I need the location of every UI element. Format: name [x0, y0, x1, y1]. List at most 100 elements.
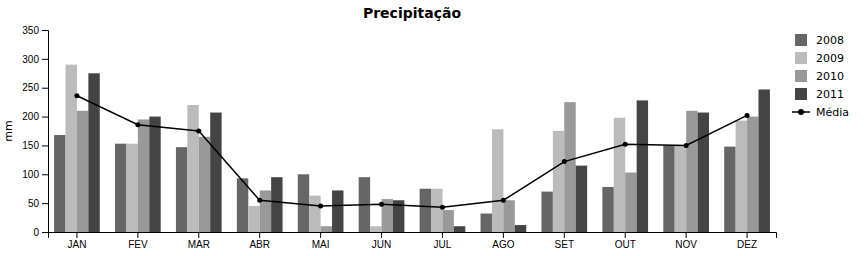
tick-label: FEV [128, 239, 148, 250]
tick-label: 100 [22, 169, 39, 180]
tick-label: 50 [28, 198, 40, 209]
tick: MAI [312, 232, 330, 250]
bar [332, 190, 343, 232]
tick-mark [42, 232, 48, 233]
tick-mark [503, 232, 504, 238]
marker [74, 93, 79, 98]
legend-swatch [795, 70, 807, 82]
tick: AGO [492, 232, 514, 250]
bar [271, 177, 282, 232]
bar [724, 147, 735, 232]
marker [745, 113, 750, 118]
marker [562, 159, 567, 164]
tick: 200 [22, 111, 48, 122]
marker [257, 198, 262, 203]
bar [492, 129, 503, 232]
tick: NOV [675, 232, 697, 250]
tick-label: ABR [249, 239, 270, 250]
tick-label: 300 [22, 54, 39, 65]
tick-label: OUT [615, 239, 636, 250]
tick-label: JUL [434, 239, 452, 250]
marks [54, 65, 770, 232]
legend-item: 2008 [795, 34, 844, 47]
tick-mark [198, 232, 199, 238]
bar [454, 226, 465, 232]
tick-mark [42, 59, 48, 60]
tick-mark [381, 232, 382, 238]
tick-label: NOV [675, 239, 697, 250]
bar [321, 226, 332, 232]
bar [564, 102, 575, 232]
bar [260, 190, 271, 232]
marker [623, 142, 628, 147]
bar [758, 89, 769, 232]
bar [503, 200, 514, 232]
tick-label: MAI [312, 239, 330, 250]
bar [199, 137, 210, 232]
tick-label: MAR [188, 239, 210, 250]
tick: 300 [22, 54, 48, 65]
line [77, 96, 747, 207]
bar [66, 65, 77, 232]
bar [370, 226, 381, 232]
marker [318, 204, 323, 209]
tick: OUT [615, 232, 636, 250]
bar [115, 144, 126, 232]
bar [663, 145, 674, 232]
tick-label: 200 [22, 111, 39, 122]
tick-mark [42, 30, 48, 31]
bar [553, 131, 564, 232]
legend-item: 2009 [795, 52, 844, 65]
bar [210, 113, 221, 232]
y-axis-title: mm [2, 120, 15, 141]
tick-mark [564, 232, 565, 238]
bar [675, 145, 686, 232]
y-axis: 050100150200250300350 [22, 25, 48, 238]
bar [736, 121, 747, 232]
bar-series [88, 73, 770, 232]
bar [515, 225, 526, 232]
bar [625, 173, 636, 232]
tick: ABR [249, 232, 270, 250]
bar [481, 214, 492, 232]
plot: JANFEVMARABRMAIJUNJULAGOSETOUTNOVDEZ0501… [22, 25, 776, 250]
bar [637, 100, 648, 232]
bar [431, 189, 442, 232]
tick-mark [747, 232, 748, 238]
bar [614, 118, 625, 232]
tick-label: 250 [22, 82, 39, 93]
bar [149, 117, 160, 232]
marker [135, 122, 140, 127]
legend-swatch [795, 88, 807, 100]
legend-item: 2010 [795, 70, 844, 83]
legend-item: 2011 [795, 88, 844, 101]
bar [126, 144, 137, 232]
legend-item: Média [792, 106, 849, 119]
tick-mark [42, 203, 48, 204]
tick: JUN [372, 232, 391, 250]
tick-mark [42, 88, 48, 89]
legend: 2008 2009 2010 2011 Média [792, 34, 849, 119]
tick-label: AGO [492, 239, 514, 250]
marker [501, 198, 506, 203]
x-axis: JAN FEV MAR ABR MAI JUN JUL AGO SET OUT NOV DEZ [49, 232, 777, 250]
bar [698, 113, 709, 232]
legend-label: 2008 [816, 34, 844, 47]
axis-line [42, 31, 49, 233]
bar [298, 174, 309, 232]
tick-mark [686, 232, 687, 238]
tick: FEV [128, 232, 148, 250]
tick: 250 [22, 82, 48, 93]
tick-mark [625, 232, 626, 238]
marker [684, 143, 689, 148]
marker [440, 205, 445, 210]
tick-label: JAN [67, 239, 86, 250]
tick: DEZ [737, 232, 757, 250]
tick: 150 [22, 140, 48, 151]
tick-label: SET [555, 239, 574, 250]
tick-mark [76, 232, 77, 238]
legend-label: 2009 [816, 52, 844, 65]
tick-mark [320, 232, 321, 238]
legend-label: 2010 [816, 70, 844, 83]
tick-label: 350 [22, 25, 39, 36]
